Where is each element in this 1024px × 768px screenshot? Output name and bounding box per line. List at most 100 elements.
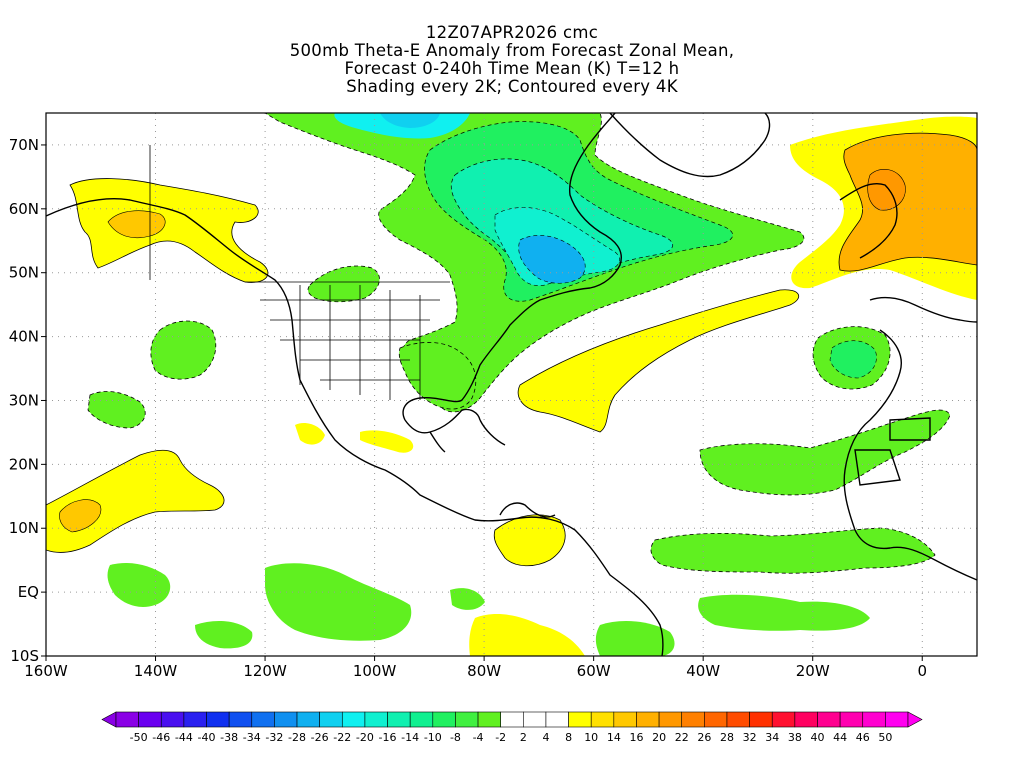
colorbar-label: -44 [175, 731, 193, 744]
lon-tick-label: 100W [353, 662, 397, 680]
lat-tick-label: 60N [9, 200, 39, 218]
anomaly-area-orange-alaska [107, 210, 166, 239]
lon-tick-label: 160W [24, 662, 68, 680]
anomaly-area-green-east-pacific [265, 563, 412, 641]
shaded-field [46, 113, 977, 656]
colorbar-swatch [477, 711, 501, 728]
colorbar-swatch [523, 711, 547, 728]
colorbar-label: -40 [198, 731, 216, 744]
anomaly-area-green-pacific-small [195, 588, 485, 649]
colorbar-label: -22 [333, 731, 351, 744]
colorbar-swatch [658, 711, 683, 728]
anomaly-area-green-pacific-1 [150, 320, 217, 380]
colorbar-swatch [409, 711, 434, 728]
colorbar-label: -26 [311, 731, 329, 744]
colorbar-swatch [839, 711, 864, 728]
colorbar-swatch [183, 711, 207, 728]
colorbar-label: 44 [833, 731, 847, 744]
longitude-axis: 160W 140W 120W 100W 80W 60W 40W 20W 0 [24, 656, 927, 680]
lon-tick-label: 40W [686, 662, 720, 680]
lat-tick-label: 30N [9, 391, 39, 409]
title-line-run: 12Z07APR2026 cmc [425, 23, 599, 42]
colorbar-swatch [296, 711, 320, 728]
anomaly-area-orange-pacific [59, 499, 102, 533]
colorbar-label: 28 [720, 731, 734, 744]
colorbar-label: 20 [652, 731, 666, 744]
colorbar-label: 2 [520, 731, 527, 744]
colorbar-label: 4 [542, 731, 549, 744]
lon-tick-label: 60W [577, 662, 611, 680]
colorbar-swatch [500, 711, 524, 728]
colorbar-label: -32 [265, 731, 283, 744]
colorbar-swatch [862, 711, 886, 728]
colorbar-swatch [274, 711, 298, 728]
colorbar-swatch [613, 711, 637, 728]
colorbar-swatch [885, 711, 909, 728]
colorbar-swatch [636, 711, 660, 728]
colorbar-label: -34 [243, 731, 261, 744]
anomaly-area-green-southern-atlantic [698, 594, 870, 631]
colorbar-swatch [817, 711, 841, 728]
colorbar-swatch [455, 711, 479, 728]
anomaly-area-green-montana [307, 265, 380, 303]
colorbar-swatch [138, 711, 162, 728]
anomaly-area-yellow-alaska [69, 178, 269, 283]
colorbar-swatch [228, 711, 253, 728]
title-line-shading: Shading every 2K; Contoured every 4K [346, 77, 678, 96]
colorbar-label: 46 [856, 731, 870, 744]
colorbar-label: 38 [788, 731, 802, 744]
colorbar-label: -20 [356, 731, 374, 744]
colorbar-label: -50 [130, 731, 148, 744]
anomaly-area-blue-arctic [380, 113, 440, 128]
lon-tick-label: 80W [467, 662, 501, 680]
anomaly-area-yellow-pacific [46, 449, 225, 553]
title-line-forecast: Forecast 0-240h Time Mean (K) T=12 h [344, 59, 680, 78]
colorbar-swatch [160, 711, 185, 728]
colorbar-label: -8 [450, 731, 461, 744]
colorbar-swatch [681, 711, 705, 728]
lat-tick-label: EQ [18, 583, 39, 601]
colorbar-label: 32 [743, 731, 757, 744]
anomaly-area-orange-europe [838, 132, 977, 272]
colorbar-swatch [364, 711, 388, 728]
anomaly-area-green-equatorial [650, 527, 936, 574]
colorbar-swatch [794, 711, 818, 728]
lon-tick-label: 140W [134, 662, 178, 680]
anomaly-area-green-central-pacific [107, 563, 171, 607]
anomaly-area-blue-quebec [518, 235, 586, 284]
colorbar-swatch [432, 711, 456, 728]
colorbar-swatch [749, 711, 773, 728]
colorbar-label: -38 [220, 731, 238, 744]
colorbar-label: 8 [565, 731, 572, 744]
colorbar-arrow-high [907, 711, 923, 728]
colorbar-swatch [568, 711, 592, 728]
map-title: 12Z07APR2026 cmc 500mb Theta-E Anomaly f… [0, 24, 1024, 96]
lon-tick-label: 0 [917, 662, 927, 680]
colorbar-label: -14 [401, 731, 419, 744]
anomaly-area-green-gulf [398, 342, 477, 410]
colorbar-label: -46 [152, 731, 170, 744]
colorbar-label: -16 [379, 731, 397, 744]
colorbar-label: 34 [765, 731, 779, 744]
title-line-field: 500mb Theta-E Anomaly from Forecast Zona… [289, 41, 735, 60]
colorbar-label: -4 [473, 731, 484, 744]
colorbar-swatch [251, 711, 275, 728]
colorbar-swatch [319, 711, 343, 728]
latitude-axis: 70N 60N 50N 40N 30N 20N 10N EQ 10S [9, 136, 46, 665]
colorbar-swatch [387, 711, 411, 728]
anomaly-area-yellow-atlantic [517, 289, 800, 433]
colorbar-arrow-low [101, 711, 117, 728]
anomaly-area-green-brazil [595, 620, 675, 656]
plot-frame [45, 112, 978, 657]
colorbar-swatch [771, 711, 796, 728]
colorbar-label: 16 [629, 731, 643, 744]
colorbar-swatch [726, 711, 750, 728]
lat-tick-label: 40N [9, 328, 39, 346]
colorbar-label: 14 [607, 731, 621, 744]
lon-tick-label: 120W [243, 662, 287, 680]
lat-tick-label: 10N [9, 519, 39, 537]
colorbar-label: -2 [495, 731, 506, 744]
colorbar-swatch [206, 711, 230, 728]
colorbar-swatch [590, 711, 615, 728]
